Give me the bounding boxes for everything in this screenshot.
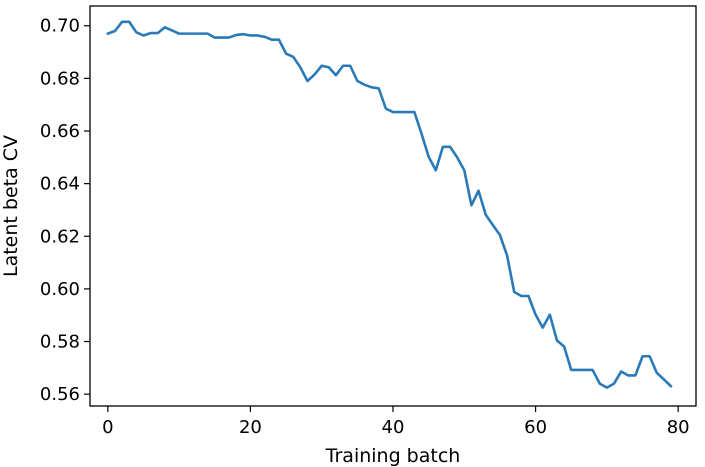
y-tick-label: 0.68 <box>40 68 80 89</box>
x-tick-label: 80 <box>667 417 690 438</box>
y-tick-label: 0.66 <box>40 121 80 142</box>
x-tick-label: 20 <box>239 417 262 438</box>
x-axis-label: Training batch <box>325 445 461 467</box>
y-tick-label: 0.62 <box>40 226 80 247</box>
y-tick-label: 0.60 <box>40 279 80 300</box>
y-axis-label: Latent beta CV <box>0 135 22 277</box>
x-tick-label: 0 <box>102 417 113 438</box>
x-tick-label: 40 <box>382 417 405 438</box>
y-tick-label: 0.58 <box>40 332 80 353</box>
plot-frame <box>89 5 697 407</box>
y-axis: 0.56 0.58 0.60 0.62 0.64 0.66 0.68 0.70 <box>40 16 90 405</box>
y-tick-label: 0.70 <box>40 16 80 37</box>
series-line <box>106 20 673 389</box>
x-axis: 0 20 40 60 80 <box>102 406 690 438</box>
x-tick-label: 60 <box>524 417 547 438</box>
y-tick-label: 0.56 <box>40 384 80 405</box>
y-tick-label: 0.64 <box>40 174 80 195</box>
